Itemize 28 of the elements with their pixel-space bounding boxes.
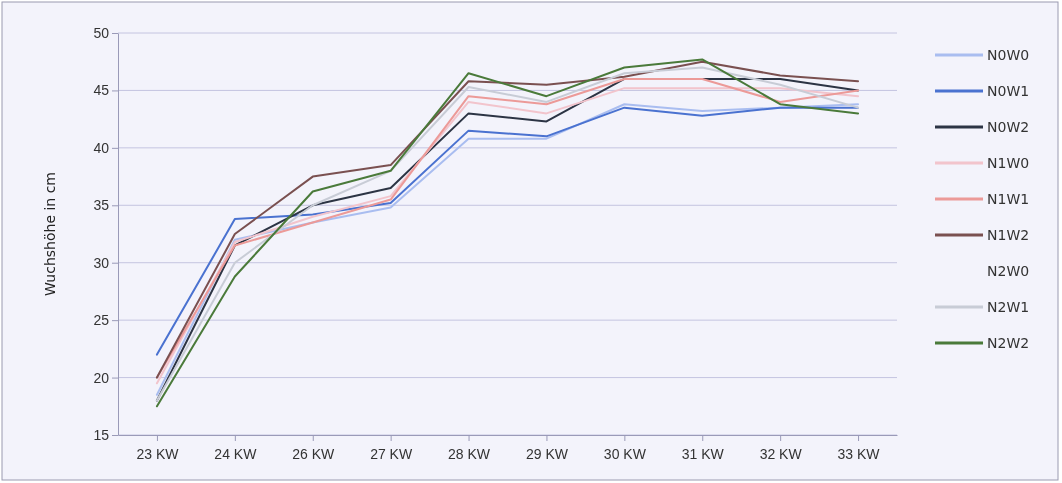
y-tick-label: 30	[93, 254, 110, 271]
legend-label: N1W1	[987, 191, 1030, 207]
legend-label: N2W2	[987, 335, 1030, 351]
y-tick-label: 15	[93, 426, 110, 443]
text: N2W0	[987, 263, 1030, 279]
y-tick-label: 45	[93, 82, 110, 99]
x-tick-label: 26 KW	[292, 446, 336, 463]
y-axis-title: Wuchshöhe in cm	[42, 171, 58, 297]
x-tick-label: 33 KW	[837, 446, 881, 463]
x-tick-label: 30 KW	[603, 446, 647, 463]
y-tick-label: 50	[93, 24, 110, 41]
x-tick-label: 32 KW	[759, 446, 803, 463]
x-tick-label: 24 KW	[214, 446, 258, 463]
legend-label: N0W0	[987, 47, 1030, 63]
y-tick-label: 35	[93, 197, 110, 214]
y-tick-label: 40	[93, 139, 110, 156]
legend-label: N1W2	[987, 227, 1030, 243]
x-tick-label: 31 KW	[681, 446, 725, 463]
x-tick-label: 28 KW	[448, 446, 491, 463]
legend-label: N0W1	[987, 83, 1030, 99]
x-tick-label: 29 KW	[525, 446, 569, 463]
legend-label: N2W1	[987, 299, 1030, 315]
y-tick-label: 20	[93, 369, 110, 386]
x-tick-label: 23 KW	[136, 446, 180, 463]
y-tick-label: 25	[93, 312, 110, 329]
legend-label: N1W0	[987, 155, 1030, 171]
x-tick-label: 27 KW	[370, 446, 413, 463]
legend-label: N0W2	[987, 119, 1030, 135]
